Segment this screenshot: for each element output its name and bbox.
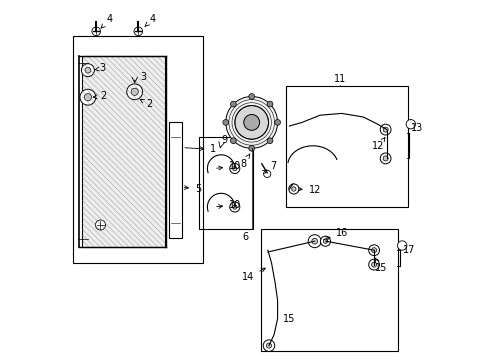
Circle shape [95,220,105,230]
Text: 4: 4 [144,14,156,27]
Text: 15: 15 [283,314,295,324]
Text: 13: 13 [410,123,423,133]
Text: 2: 2 [140,99,153,109]
Circle shape [232,166,237,171]
Circle shape [225,96,277,148]
Bar [199,137,253,229]
Text: 15: 15 [374,258,386,273]
Circle shape [288,184,298,194]
Circle shape [229,163,239,174]
Circle shape [311,238,317,244]
Circle shape [263,170,270,177]
Circle shape [371,248,376,253]
Text: 10: 10 [216,161,241,171]
Text: 11: 11 [333,74,346,84]
Circle shape [323,239,327,243]
Text: 4: 4 [101,14,113,28]
Circle shape [266,138,272,144]
Circle shape [230,101,236,107]
Circle shape [134,27,142,36]
Text: 6: 6 [242,232,247,242]
Bar [285,86,407,207]
Circle shape [223,120,228,125]
Circle shape [81,64,94,77]
Text: 2: 2 [93,91,106,102]
Text: 16: 16 [323,228,348,240]
Circle shape [291,187,295,191]
Circle shape [368,259,379,270]
Circle shape [244,114,259,130]
Circle shape [230,138,236,144]
Bar [73,36,203,263]
Circle shape [234,105,268,139]
Circle shape [397,241,406,250]
Circle shape [131,88,138,95]
Text: 9: 9 [222,135,227,145]
Text: 12: 12 [371,138,384,151]
Text: 5: 5 [184,184,201,194]
Circle shape [80,89,96,105]
Bar [168,122,181,238]
Circle shape [229,202,239,212]
Text: 17: 17 [402,245,414,255]
Circle shape [382,156,387,161]
Circle shape [307,235,321,248]
Circle shape [266,101,272,107]
Circle shape [380,124,390,135]
Circle shape [368,245,379,256]
Text: 1: 1 [184,144,216,154]
Circle shape [263,340,274,351]
Text: 10: 10 [216,200,241,210]
Text: 8: 8 [240,154,249,169]
Circle shape [92,27,101,36]
Circle shape [126,84,142,100]
Text: 14: 14 [242,268,265,282]
Circle shape [406,120,415,129]
Circle shape [274,120,280,125]
Circle shape [248,145,254,151]
Circle shape [232,205,237,209]
Bar [260,229,397,351]
Circle shape [320,236,330,246]
Circle shape [248,94,254,99]
Bar [82,56,165,247]
Circle shape [382,127,387,132]
Circle shape [380,153,390,164]
Text: 3: 3 [140,72,146,82]
Text: 3: 3 [94,63,106,73]
Circle shape [371,262,376,267]
Circle shape [85,67,91,73]
Text: 12: 12 [298,185,320,195]
Text: 7: 7 [262,161,276,174]
Circle shape [84,94,91,101]
Circle shape [266,343,271,348]
